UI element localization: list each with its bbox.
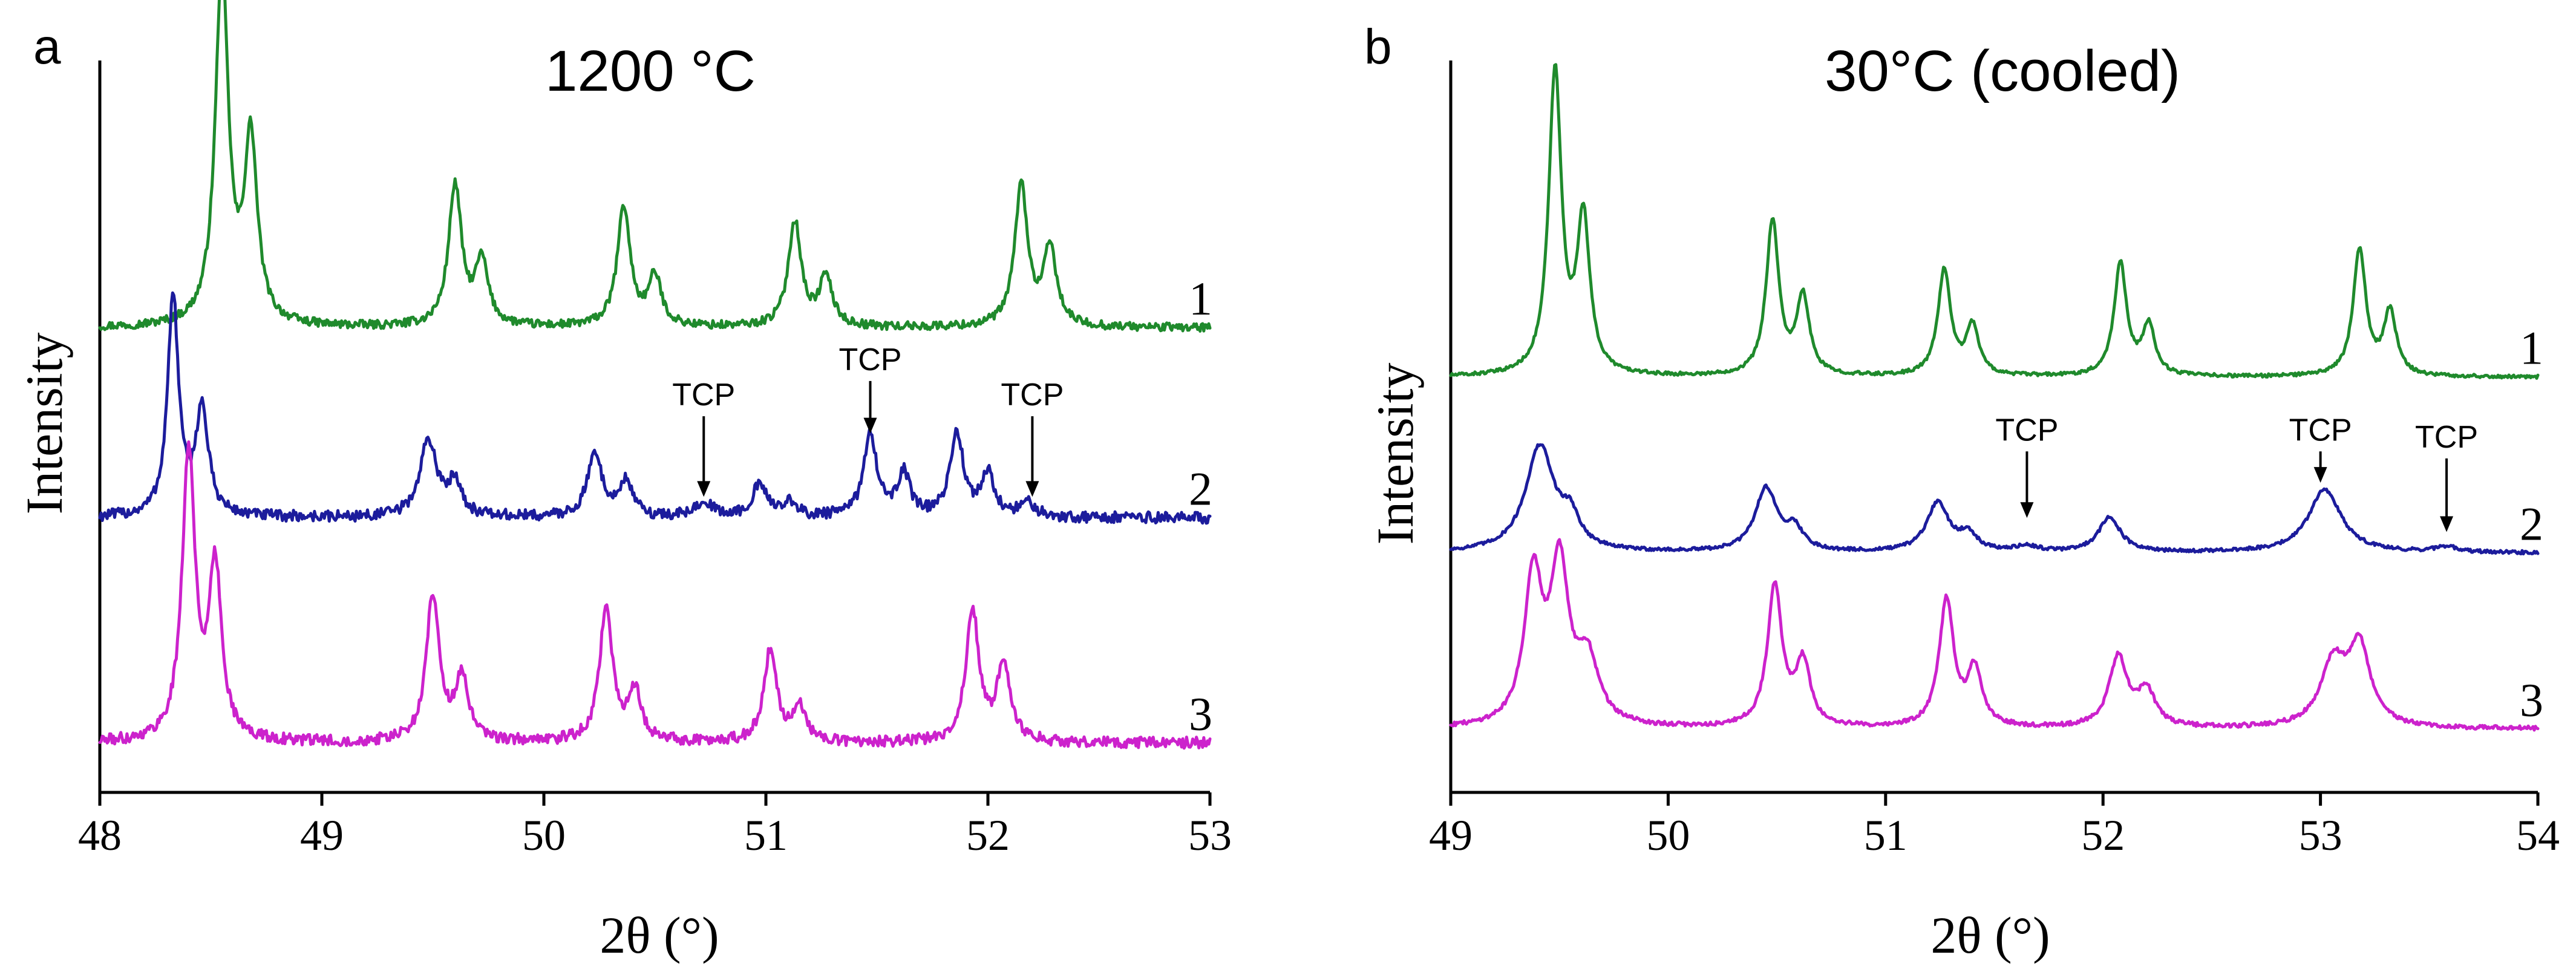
panel-b-xlabel: 2θ (°)	[1930, 906, 2050, 964]
tcp-arrow-head	[2440, 516, 2454, 532]
tcp-annotation-label: TCP	[2415, 420, 2478, 455]
series-label-1: 1	[2520, 322, 2543, 374]
x-tick-label: 52	[966, 811, 1010, 860]
panel-b-ylabel: Intensity	[1366, 363, 1424, 545]
series-line-3	[1449, 538, 2540, 732]
tcp-annotation-label: TCP	[839, 342, 901, 377]
x-tick-label: 49	[300, 811, 344, 860]
x-tick-label: 53	[2299, 811, 2342, 860]
series-line-3	[98, 440, 1212, 750]
x-tick-label: 51	[744, 811, 788, 860]
panel-a: a 1200 °C Intensity 2θ (°) 48 49 50 51 52 53 …	[15, 0, 1232, 964]
x-tick-label: 49	[1429, 811, 1473, 860]
panel-a-ylabel: Intensity	[15, 333, 73, 515]
tcp-arrow-head	[697, 481, 711, 497]
x-tick-label: 48	[78, 811, 122, 860]
panel-a-label: a	[33, 19, 61, 74]
tcp-annotation-label: TCP	[1995, 413, 2058, 448]
panel-b-title: 30°C (cooled)	[1825, 39, 2180, 103]
panel-a-annotations: TCP TCP TCP	[672, 342, 1064, 497]
panel-b-series: 1 2 3	[1449, 63, 2543, 732]
series-label-2: 2	[1189, 462, 1212, 515]
panel-a-series: 1 2 3	[98, 0, 1212, 750]
series-line-2	[98, 291, 1212, 525]
series-label-2: 2	[2520, 497, 2543, 550]
x-tick-label: 50	[522, 811, 566, 860]
panel-a-xlabel: 2θ (°)	[600, 906, 719, 964]
tcp-arrow-head	[1025, 481, 1039, 497]
panel-b: b 30°C (cooled) Intensity 2θ (°) 49 50 51 5…	[1364, 19, 2560, 964]
panel-b-ticks: 49 50 51 52 53 54	[1429, 792, 2560, 860]
panel-a-ticks: 48 49 50 51 52 53	[78, 792, 1232, 860]
series-line-1	[1449, 63, 2540, 380]
x-tick-label: 53	[1188, 811, 1232, 860]
panel-b-annotations: TCP TCP TCP	[1995, 413, 2478, 532]
panel-b-label: b	[1364, 19, 1392, 74]
x-tick-label: 50	[1646, 811, 1690, 860]
panel-a-title: 1200 °C	[545, 39, 756, 103]
tcp-annotation-label: TCP	[672, 377, 735, 413]
series-line-1	[98, 0, 1212, 333]
tcp-arrow-head	[2313, 467, 2327, 483]
tcp-annotation-label: TCP	[2289, 413, 2352, 448]
tcp-arrow-head	[863, 417, 877, 434]
series-label-3: 3	[2520, 673, 2543, 726]
tcp-annotation-label: TCP	[1001, 377, 1064, 413]
x-tick-label: 52	[2081, 811, 2125, 860]
x-tick-label: 54	[2516, 811, 2560, 860]
x-tick-label: 51	[1864, 811, 1907, 860]
tcp-arrow-head	[2020, 502, 2034, 518]
series-label-3: 3	[1189, 688, 1212, 740]
series-label-1: 1	[1189, 272, 1212, 325]
series-line-2	[1449, 443, 2540, 556]
